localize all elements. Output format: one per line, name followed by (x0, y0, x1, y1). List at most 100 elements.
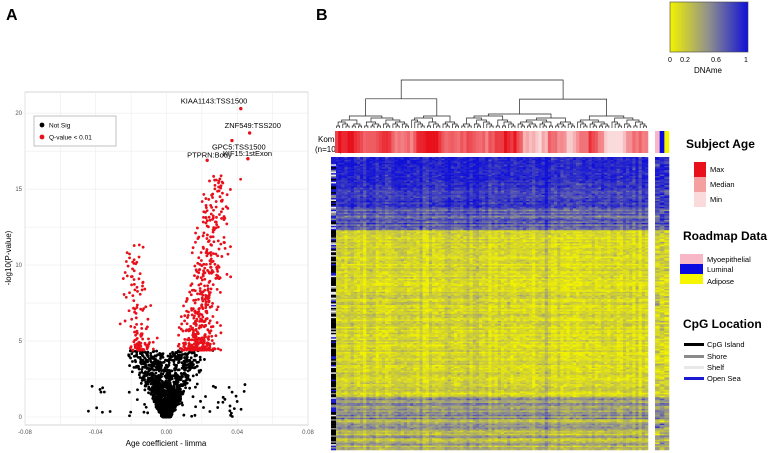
notsig-point (188, 367, 192, 371)
heatmap-cell (397, 195, 401, 197)
heatmap-cell (432, 190, 436, 193)
notsig-point (177, 378, 181, 381)
heatmap-cell (400, 187, 405, 190)
heatmap-cell (400, 159, 405, 162)
heatmap-cell (419, 190, 423, 193)
heatmap-cell (504, 157, 508, 159)
heatmap-cell (466, 159, 470, 162)
heatmap-cell (400, 192, 405, 194)
heatmap-cell (632, 168, 636, 171)
age-cell (388, 131, 392, 153)
sig-point (223, 241, 226, 244)
heatmap-cell (522, 168, 527, 171)
heatmap-cell (469, 164, 473, 167)
notsig-point (143, 388, 147, 392)
sig-point (204, 295, 208, 299)
heatmap-cell (466, 183, 470, 186)
dendrogram-branch (400, 79, 564, 100)
heatmap-cell (463, 178, 467, 181)
heatmap-cell (482, 159, 486, 162)
notsig-point (170, 376, 174, 380)
heatmap-cell (475, 168, 480, 171)
heatmap-cell (613, 178, 617, 181)
heatmap-cell (576, 187, 580, 190)
heatmap-cell (350, 164, 355, 167)
heatmap-cell (475, 178, 480, 181)
heatmap-cell (438, 168, 442, 171)
age-cell (410, 131, 414, 153)
heatmap-cell (366, 168, 370, 171)
heatmap-cell (438, 192, 442, 194)
sig-point (202, 192, 206, 196)
heatmap-cell (435, 171, 439, 174)
sig-point (135, 337, 139, 340)
heatmap-cell (360, 195, 364, 197)
heatmap-cell (419, 168, 423, 171)
heatmap-cell (538, 174, 542, 177)
heatmap-cell (453, 171, 458, 174)
heatmap-cell (425, 183, 430, 186)
heatmap-cell (444, 174, 448, 177)
heatmap-cell (557, 174, 561, 177)
notsig-point (198, 355, 202, 359)
heatmap-cell (513, 159, 517, 162)
age-cell (532, 131, 536, 153)
heatmap-cell (607, 190, 611, 193)
sig-point (205, 209, 209, 213)
heatmap-cell (582, 174, 586, 177)
notsig-point (203, 358, 206, 361)
heatmap-cell (541, 167, 545, 169)
heatmap-cell (597, 157, 602, 159)
notsig-point (156, 364, 160, 368)
notsig-point (146, 350, 150, 354)
notsig-point (140, 368, 144, 371)
notsig-point (177, 360, 181, 363)
heatmap-cell (347, 168, 351, 171)
heatmap-cell (557, 190, 561, 193)
heatmap-cell (469, 192, 473, 194)
heatmap-cell (419, 174, 423, 177)
heatmap-cell (385, 159, 389, 162)
heatmap-cell (569, 174, 574, 177)
age-cell (579, 131, 583, 153)
heatmap-cell (388, 183, 392, 186)
heatmap-cell (566, 171, 570, 174)
sig-point (229, 245, 232, 249)
heatmap-cell (419, 171, 423, 174)
heatmap-cell (610, 174, 614, 177)
heatmap-cell (504, 159, 508, 162)
notsig-point (128, 364, 131, 367)
sig-point (208, 218, 212, 222)
heatmap-cell (463, 190, 467, 193)
heatmap-cell (438, 164, 442, 167)
heatmap-cell (522, 167, 527, 169)
age-cell (494, 131, 499, 153)
notsig-point (136, 364, 139, 368)
sig-point (194, 240, 197, 244)
heatmap-cell (566, 183, 570, 186)
notsig-point (162, 394, 166, 397)
heatmap-cell (579, 171, 583, 174)
sig-point (207, 280, 211, 284)
notsig-point (152, 394, 155, 398)
heatmap-cell (635, 183, 639, 186)
heatmap-cell (375, 167, 380, 169)
heatmap-cell (510, 180, 514, 183)
heatmap-cell (469, 178, 473, 181)
heatmap-cell (422, 167, 427, 169)
heatmap-cell (356, 171, 361, 174)
heatmap-cell (453, 174, 458, 177)
notsig-point (167, 391, 171, 395)
notsig-point (140, 379, 144, 382)
heatmap-cell (347, 174, 351, 177)
heatmap-cell (576, 183, 580, 186)
heatmap-cell (350, 183, 355, 186)
sig-point (204, 206, 208, 210)
heatmap-cell (601, 171, 605, 174)
heatmap-cell (372, 164, 376, 167)
heatmap-cell (532, 180, 536, 183)
dendrogram-branch (511, 125, 516, 128)
heatmap-cell (363, 157, 367, 159)
notsig-point (190, 360, 194, 364)
dendrogram-branch (445, 125, 450, 128)
